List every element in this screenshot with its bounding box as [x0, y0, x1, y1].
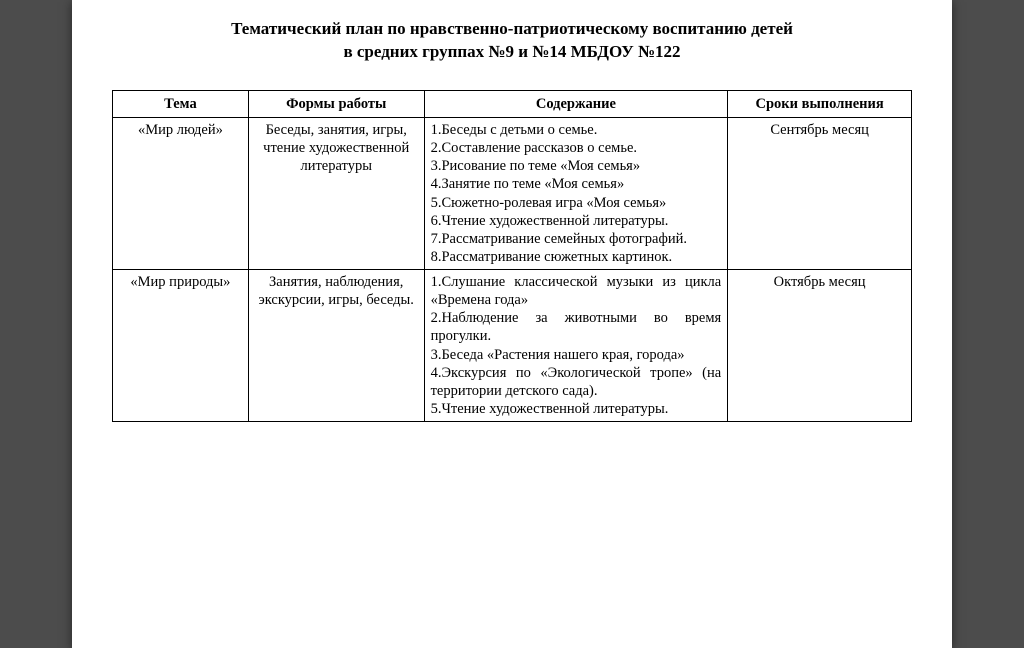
table-row: «Мир природы» Занятия, наблюдения, экску… [113, 270, 912, 422]
col-header-theme: Тема [113, 90, 249, 117]
cell-dates: Октябрь месяц [728, 270, 912, 422]
col-header-dates: Сроки выполнения [728, 90, 912, 117]
document-title: Тематический план по нравственно-патриот… [112, 18, 912, 64]
cell-content: 1.Беседы с детьми о семье.2.Составление … [424, 118, 728, 270]
title-line-1: Тематический план по нравственно-патриот… [231, 19, 793, 38]
cell-content: 1.Слушание классической музыки из цикла … [424, 270, 728, 422]
cell-dates: Сентябрь месяц [728, 118, 912, 270]
document-page: Тематический план по нравственно-патриот… [72, 0, 952, 648]
title-line-2: в средних группах №9 и №14 МБДОУ №122 [343, 42, 680, 61]
thematic-plan-table: Тема Формы работы Содержание Сроки выпол… [112, 90, 912, 422]
table-row: «Мир людей» Беседы, занятия, игры, чтени… [113, 118, 912, 270]
cell-theme: «Мир людей» [113, 118, 249, 270]
cell-theme: «Мир природы» [113, 270, 249, 422]
col-header-forms: Формы работы [248, 90, 424, 117]
cell-forms: Занятия, наблюдения, экскурсии, игры, бе… [248, 270, 424, 422]
col-header-content: Содержание [424, 90, 728, 117]
table-header-row: Тема Формы работы Содержание Сроки выпол… [113, 90, 912, 117]
cell-forms: Беседы, занятия, игры, чтение художестве… [248, 118, 424, 270]
